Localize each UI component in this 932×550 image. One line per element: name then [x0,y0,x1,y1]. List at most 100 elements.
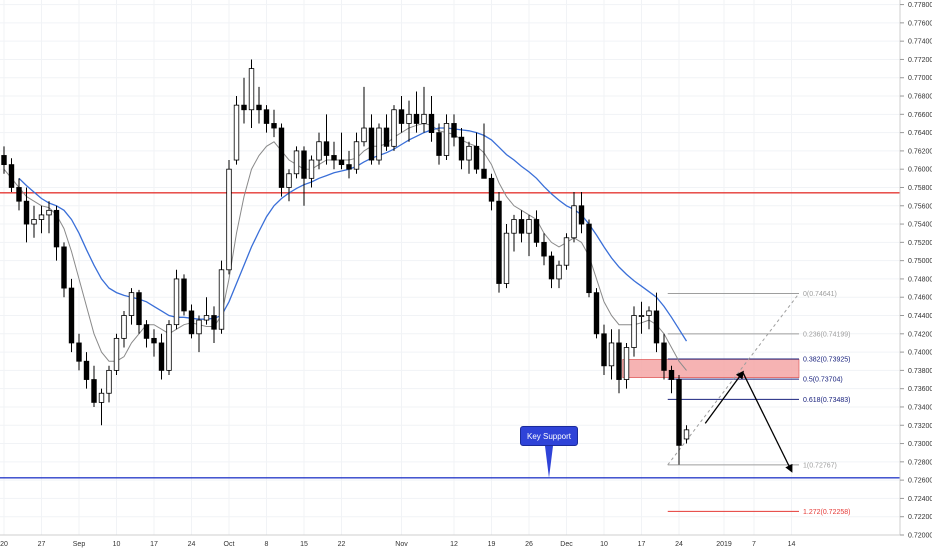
candle-body [98,392,105,403]
price-tick-label: 0.72200 [908,514,932,521]
price-tick-label: 0.72000 [908,533,932,540]
price-tick-label: 0.75000 [908,258,932,265]
candle-body [308,159,315,179]
candle-body [638,315,645,317]
candle-body [136,292,142,326]
candle-body [413,113,420,124]
candle-body [166,324,172,371]
time-tick-label: 20 [0,541,8,548]
candle-body [503,232,510,284]
price-tick-label: 0.77000 [908,75,932,82]
projection-arrows [704,370,793,473]
candle-body [368,127,375,161]
price-tick-label: 0.76600 [908,112,932,119]
candle-body [466,145,472,161]
candle-body [518,219,525,234]
candle-body [53,209,60,248]
candle-body [346,164,352,170]
key-support-label: Key Support [520,426,578,446]
candle-body [196,319,202,335]
price-tick-label: 0.74400 [908,313,932,320]
price-tick-label: 0.74800 [908,276,932,283]
time-tick-label: 17 [638,541,646,548]
candle-body [616,342,622,380]
time-tick-label: 14 [788,541,796,548]
key-support-pointer [545,446,553,478]
candle-body [143,324,150,339]
fib-zone-rect [622,359,800,378]
price-tick-label: 0.77800 [908,2,932,9]
price-tick-label: 0.75400 [908,222,932,229]
candle-body [181,278,187,312]
time-tick-label: Nov [395,541,408,548]
candle-body [451,123,457,138]
candle-body [31,219,37,225]
candle-body [533,219,540,243]
price-tick-label: 0.73400 [908,404,932,411]
candle-body [436,132,442,156]
time-tick-label: Dec [560,541,573,548]
candle-body [151,337,157,344]
candle-body [593,292,600,335]
candle-body [233,104,240,161]
time-tick-label: 24 [675,541,683,548]
price-tick-label: 0.74200 [908,331,932,338]
time-tick-label: Sep [73,541,86,548]
price-tick-label: 0.74000 [908,350,932,357]
candle-body [8,164,15,188]
candle-body [541,241,547,257]
candle-body [406,113,412,124]
candle-body [511,219,517,234]
candle-body [278,127,285,188]
candle-body [676,379,682,446]
candle-body [421,113,427,124]
candle-body [473,145,480,170]
candle-body [91,379,97,403]
candle-body [661,342,667,371]
price-tick-label: 0.77200 [908,57,932,64]
candle-body [563,237,570,266]
candle-body [301,150,307,179]
candle-body [458,136,465,161]
candle-body [668,369,675,380]
candle-body [256,104,262,111]
candle-body [383,127,390,147]
candle-body [248,68,255,111]
time-tick-label: 19 [488,541,496,548]
candle-body [578,205,585,225]
candle-body [218,269,225,330]
candle-body [376,127,382,161]
grid [0,0,900,536]
candle-body [61,246,67,289]
price-tick-label: 0.73800 [908,368,932,375]
time-tick-label: 17 [150,541,158,548]
fib-level-label: 0.236(0.74199) [803,331,850,338]
projection-arrow [704,370,744,424]
candle-body [23,200,30,225]
candle-body [496,200,502,284]
fib-zone [622,359,800,378]
candle-body [263,109,270,124]
price-axis-bg [900,0,932,550]
fib-level-label: 0(0.74641) [803,291,837,298]
candle-body [158,342,165,371]
price-tick-label: 0.72800 [908,459,932,466]
time-tick-label: 12 [450,541,458,548]
time-axis: 20 27 Sep 10 17 24 Oct 8 15 22 Nov 12 19 26 Dec 10 17 24 2… [0,534,900,548]
candle-body [188,310,195,335]
key-support-pointer-tip [545,446,553,478]
time-tick-label: Oct [224,541,235,548]
price-tick-label: 0.72600 [908,478,932,485]
candle-body [623,347,630,380]
candle-body [38,214,45,220]
price-tick-label: 0.76000 [908,167,932,174]
time-tick-label: 10 [113,541,121,548]
horizontal-levels: 0.757420.72625 [0,187,932,483]
candle-body [586,223,592,294]
candle-body [76,342,82,362]
price-axis: 0.77800 0.77600 0.77400 0.77200 0.77000 0.768… [899,0,932,550]
candle-body [323,141,330,156]
candle-body [443,123,450,156]
price-tick-label: 0.75600 [908,203,932,210]
candle-body [226,168,232,271]
